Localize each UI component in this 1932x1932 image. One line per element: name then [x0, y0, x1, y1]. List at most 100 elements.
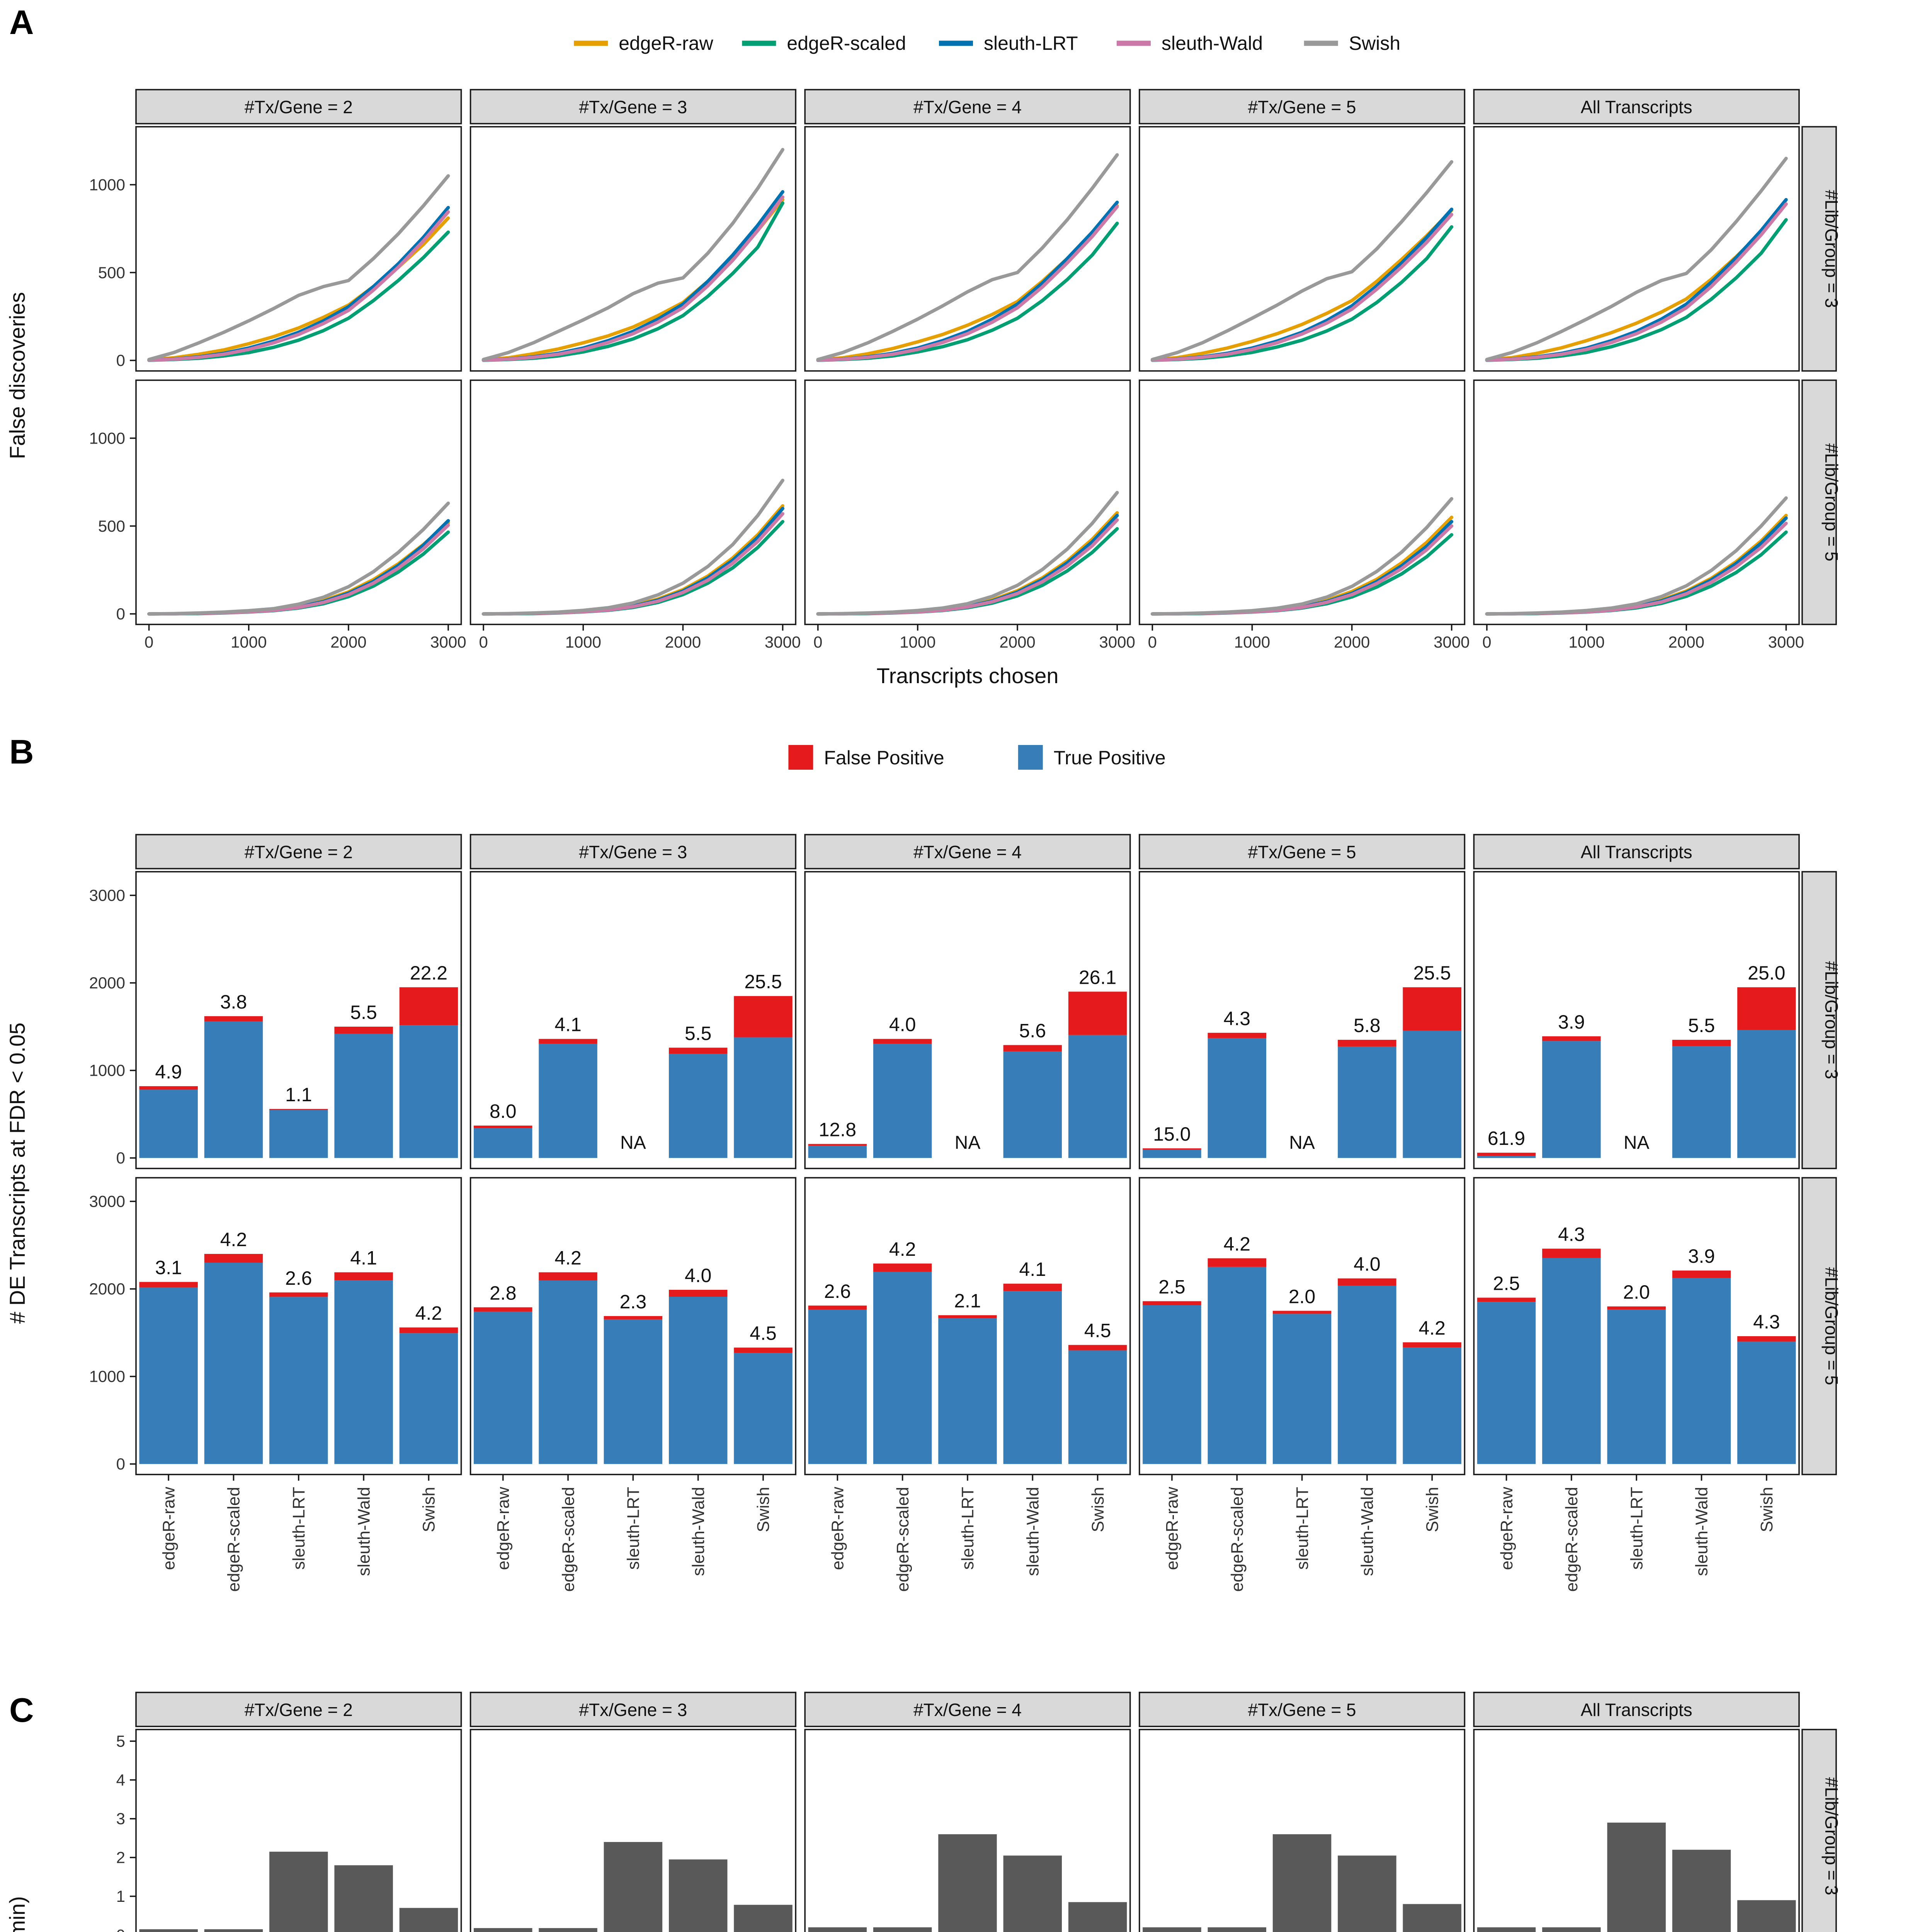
fdr-value-label: 4.2: [1418, 1317, 1446, 1339]
fdr-value-label: 3.1: [155, 1257, 182, 1279]
bar-time-edgeR-scaled: [873, 1927, 932, 1932]
x-axis-category-label: edgeR-scaled: [559, 1487, 578, 1592]
bar-time-Swish: [1403, 1904, 1461, 1932]
facet-column-label: #Tx/Gene = 2: [245, 842, 353, 862]
bar-false-positive-edgeR-raw: [1143, 1301, 1201, 1305]
fdr-value-label: 25.0: [1748, 962, 1785, 984]
x-axis-category-label: edgeR-raw: [1163, 1487, 1182, 1570]
x-axis-tick-label: 3000: [1434, 633, 1469, 651]
bar-true-positive-edgeR-raw: [139, 1090, 198, 1158]
legend-swatch-false-positive: [788, 745, 813, 770]
x-axis-category-label: sleuth-LRT: [624, 1487, 643, 1570]
bar-true-positive-sleuth-Wald: [1672, 1046, 1731, 1158]
facet-column-strip: [469, 834, 796, 869]
bar-true-positive-Swish: [1068, 1035, 1127, 1158]
line-series-Swish: [816, 153, 1119, 361]
y-axis-tick-label: 5: [116, 1732, 125, 1750]
bar-false-positive-edgeR-raw: [474, 1125, 532, 1128]
fdr-value-label: 4.1: [350, 1247, 377, 1269]
fdr-value-label: 2.8: [490, 1282, 517, 1304]
x-axis-tick-label: 3000: [1099, 633, 1135, 651]
y-axis-tick-label: 500: [98, 517, 125, 535]
bar-time-edgeR-scaled: [1208, 1927, 1267, 1932]
y-axis-tick-label: 3000: [89, 886, 125, 905]
x-axis-category-label: Swish: [1757, 1487, 1776, 1532]
y-axis-tick-label: 3: [116, 1810, 125, 1828]
fdr-value-label: 25.5: [744, 971, 782, 993]
fdr-value-label: 2.5: [1158, 1276, 1185, 1298]
bar-true-positive-edgeR-scaled: [873, 1272, 932, 1464]
bar-true-positive-edgeR-raw: [474, 1128, 532, 1158]
bar-false-positive-Swish: [399, 987, 458, 1026]
bar-true-positive-sleuth-Wald: [1003, 1291, 1062, 1464]
fdr-value-label: 3.9: [1558, 1011, 1585, 1033]
bar-false-positive-edgeR-raw: [139, 1282, 198, 1288]
x-axis-category-label: Swish: [1088, 1487, 1107, 1532]
bar-true-positive-sleuth-LRT: [269, 1297, 328, 1464]
x-axis-category-label: edgeR-raw: [159, 1487, 178, 1570]
x-axis-category-label: sleuth-LRT: [289, 1487, 308, 1570]
line-series-Swish: [1150, 497, 1454, 616]
fdr-value-label: 26.1: [1079, 966, 1116, 988]
fdr-value-label: 4.2: [1224, 1233, 1251, 1255]
plot-panel: [1473, 379, 1800, 625]
facet-column-label: #Tx/Gene = 5: [1248, 842, 1356, 862]
facet-column-label: #Tx/Gene = 3: [579, 97, 687, 117]
y-axis-tick-label: 1: [116, 1887, 125, 1905]
bar-true-positive-edgeR-scaled: [1542, 1041, 1601, 1158]
bar-true-positive-Swish: [1403, 1347, 1461, 1464]
fdr-value-label: 4.5: [750, 1323, 777, 1344]
bar-false-positive-edgeR-raw: [1143, 1148, 1201, 1150]
bar-false-positive-sleuth-LRT: [1607, 1306, 1666, 1310]
y-axis-tick-label: 0: [116, 1455, 125, 1473]
bar-false-positive-edgeR-scaled: [1208, 1258, 1267, 1267]
x-axis-category-label: sleuth-Wald: [354, 1487, 373, 1576]
bar-true-positive-edgeR-scaled: [539, 1280, 597, 1464]
fdr-value-label: 1.1: [285, 1084, 312, 1105]
fdr-value-label: 5.5: [1688, 1015, 1715, 1036]
bar-false-positive-edgeR-scaled: [539, 1272, 597, 1281]
bar-false-positive-sleuth-LRT: [604, 1316, 663, 1320]
x-axis-tick-label: 2000: [665, 633, 701, 651]
x-axis-category-label: sleuth-LRT: [1293, 1487, 1312, 1570]
bar-time-sleuth-Wald: [1338, 1855, 1396, 1932]
fdr-value-label: 3.9: [1688, 1245, 1715, 1267]
x-axis-category-label: edgeR-raw: [1497, 1487, 1516, 1570]
x-axis-category-label: edgeR-scaled: [224, 1487, 243, 1592]
fdr-value-label: 3.8: [220, 991, 247, 1013]
legend-label: False Positive: [824, 747, 944, 769]
facet-column-label: All Transcripts: [1581, 1700, 1692, 1720]
fdr-value-label: 15.0: [1153, 1123, 1190, 1145]
bar-true-positive-sleuth-Wald: [1003, 1051, 1062, 1158]
fdr-value-label: 2.6: [824, 1281, 851, 1302]
bar-true-positive-Swish: [734, 1037, 793, 1158]
fdr-value-label: 4.3: [1558, 1224, 1585, 1245]
x-axis-tick-label: 3000: [1768, 633, 1804, 651]
bar-time-edgeR-scaled: [204, 1929, 263, 1932]
fdr-value-label: 5.5: [350, 1002, 377, 1023]
bar-true-positive-Swish: [1737, 1342, 1796, 1464]
fdr-value-label: 4.0: [685, 1265, 712, 1286]
bar-true-positive-sleuth-Wald: [668, 1054, 728, 1158]
facet-column-label: All Transcripts: [1581, 842, 1692, 862]
panel-a-label: A: [9, 3, 34, 42]
bar-false-positive-Swish: [734, 1347, 793, 1353]
bar-true-positive-Swish: [399, 1025, 458, 1158]
bar-false-positive-edgeR-raw: [139, 1086, 198, 1090]
na-label: NA: [1624, 1133, 1650, 1153]
bar-false-positive-sleuth-Wald: [1003, 1045, 1062, 1051]
bar-false-positive-sleuth-Wald: [668, 1048, 728, 1054]
bar-time-edgeR-scaled: [1542, 1927, 1601, 1932]
fdr-value-label: 2.1: [954, 1290, 981, 1312]
legend-label-Swish: Swish: [1349, 32, 1400, 54]
facet-row-label: #Lib/Group = 3: [1821, 1777, 1842, 1895]
bar-false-positive-sleuth-Wald: [1338, 1039, 1396, 1047]
bar-time-sleuth-LRT: [604, 1842, 663, 1932]
bar-time-Swish: [1737, 1900, 1796, 1932]
bar-false-positive-Swish: [1403, 1342, 1461, 1348]
na-label: NA: [1289, 1133, 1315, 1153]
y-axis-title: False discoveries: [5, 292, 29, 459]
facet-column-strip: [1139, 1692, 1466, 1727]
fdr-value-label: 4.3: [1224, 1008, 1251, 1029]
bar-false-positive-edgeR-raw: [1477, 1153, 1536, 1156]
